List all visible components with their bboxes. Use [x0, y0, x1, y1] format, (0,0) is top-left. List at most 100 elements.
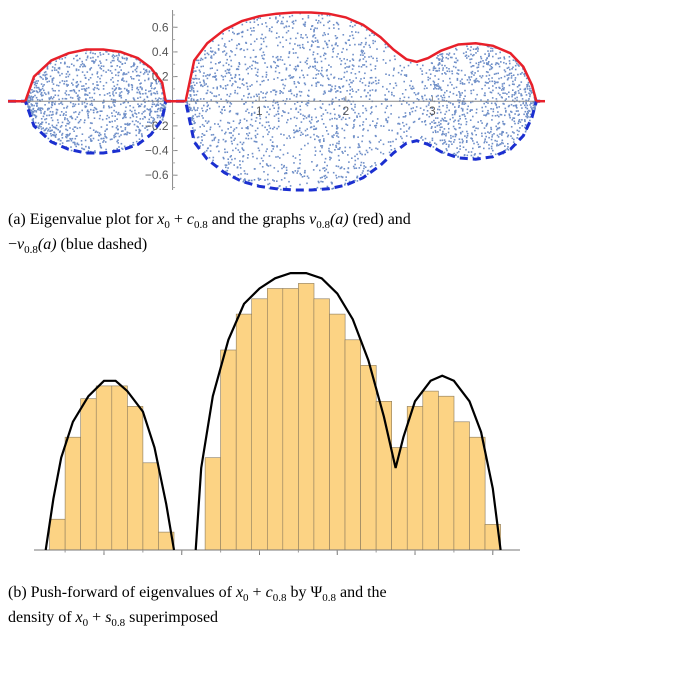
eigenvalue-point: [506, 148, 509, 150]
eigenvalue-point: [139, 118, 142, 120]
eigenvalue-point: [488, 52, 490, 55]
eigenvalue-point: [443, 139, 446, 141]
eigenvalue-point: [424, 85, 426, 87]
eigenvalue-point: [38, 88, 41, 90]
eigenvalue-point: [247, 67, 249, 69]
eigenvalue-point: [443, 96, 446, 99]
eigenvalue-point: [351, 157, 353, 159]
eigenvalue-point: [28, 108, 30, 110]
eigenvalue-point: [343, 168, 346, 170]
eigenvalue-point: [196, 77, 198, 80]
eigenvalue-point: [252, 60, 254, 63]
eigenvalue-point: [274, 61, 276, 64]
eigenvalue-point: [246, 119, 248, 122]
eigenvalue-point: [322, 167, 324, 170]
eigenvalue-point: [511, 68, 513, 70]
eigenvalue-point: [162, 104, 164, 106]
eigenvalue-point: [403, 96, 406, 99]
eigenvalue-point: [90, 139, 92, 141]
eigenvalue-point: [405, 130, 408, 132]
eigenvalue-point: [458, 123, 460, 125]
eigenvalue-point: [230, 155, 232, 157]
eigenvalue-point: [147, 121, 149, 123]
eigenvalue-point: [388, 151, 391, 154]
eigenvalue-point: [102, 53, 105, 55]
eigenvalue-point: [139, 96, 142, 99]
eigenvalue-point: [436, 124, 439, 127]
eigenvalue-point: [237, 68, 240, 71]
eigenvalue-point: [193, 131, 195, 133]
eigenvalue-point: [313, 128, 315, 131]
eigenvalue-point: [354, 159, 357, 162]
eigenvalue-point: [392, 140, 394, 143]
eigenvalue-point: [232, 134, 234, 137]
eigenvalue-point: [427, 104, 430, 106]
eigenvalue-point: [96, 72, 98, 75]
eigenvalue-point: [40, 91, 43, 94]
x-tick-label: 1: [256, 559, 263, 560]
eigenvalue-point: [300, 131, 303, 134]
eigenvalue-point: [236, 113, 239, 116]
caption-b: (b) Push-forward of eigenvalues of x0 + …: [8, 584, 387, 630]
eigenvalue-point: [337, 53, 339, 55]
eigenvalue-point: [230, 50, 232, 52]
eigenvalue-point: [104, 135, 106, 137]
eigenvalue-point: [133, 63, 135, 66]
eigenvalue-point: [355, 167, 358, 169]
eigenvalue-point: [321, 74, 323, 76]
eigenvalue-point: [120, 134, 122, 136]
eigenvalue-point: [292, 20, 295, 23]
eigenvalue-point: [332, 47, 335, 50]
eigenvalue-point: [433, 119, 435, 122]
eigenvalue-point: [420, 137, 422, 139]
eigenvalue-point: [518, 113, 520, 116]
eigenvalue-point: [447, 146, 450, 148]
eigenvalue-point: [247, 134, 249, 137]
eigenvalue-point: [285, 186, 288, 188]
eigenvalue-point: [200, 65, 202, 68]
eigenvalue-point: [99, 52, 101, 54]
histogram-bar: [422, 390, 439, 551]
eigenvalue-point: [253, 21, 256, 23]
eigenvalue-point: [243, 103, 246, 105]
eigenvalue-point: [498, 106, 500, 108]
eigenvalue-point: [337, 154, 340, 157]
eigenvalue-point: [331, 182, 333, 185]
eigenvalue-point: [314, 146, 316, 149]
eigenvalue-point: [360, 96, 362, 98]
eigenvalue-point: [452, 103, 454, 106]
eigenvalue-point: [330, 73, 332, 76]
eigenvalue-point: [324, 157, 327, 160]
eigenvalue-point: [435, 87, 438, 90]
eigenvalue-point: [158, 80, 160, 83]
eigenvalue-point: [244, 56, 246, 58]
eigenvalue-point: [529, 95, 531, 98]
eigenvalue-point: [281, 115, 283, 117]
eigenvalue-point: [43, 71, 46, 74]
eigenvalue-point: [191, 123, 194, 125]
eigenvalue-point: [146, 129, 149, 131]
eigenvalue-point: [257, 177, 260, 180]
eigenvalue-point: [470, 137, 472, 139]
eigenvalue-point: [51, 103, 53, 106]
eigenvalue-point: [116, 65, 119, 67]
eigenvalue-point: [255, 140, 257, 143]
eigenvalue-point: [374, 162, 376, 164]
eigenvalue-point: [524, 124, 527, 126]
eigenvalue-point: [477, 50, 479, 52]
eigenvalue-point: [132, 70, 134, 73]
eigenvalue-point: [85, 59, 88, 61]
eigenvalue-point: [94, 150, 96, 152]
eigenvalue-point: [131, 120, 134, 123]
eigenvalue-point: [91, 104, 94, 106]
eigenvalue-point: [131, 77, 133, 80]
eigenvalue-point: [65, 114, 67, 116]
eigenvalue-point: [272, 179, 274, 181]
eigenvalue-point: [310, 28, 312, 30]
eigenvalue-point: [315, 82, 317, 84]
eigenvalue-point: [239, 164, 241, 166]
eigenvalue-point: [325, 70, 328, 72]
eigenvalue-point: [203, 82, 206, 84]
eigenvalue-point: [130, 66, 133, 68]
eigenvalue-point: [32, 90, 35, 92]
